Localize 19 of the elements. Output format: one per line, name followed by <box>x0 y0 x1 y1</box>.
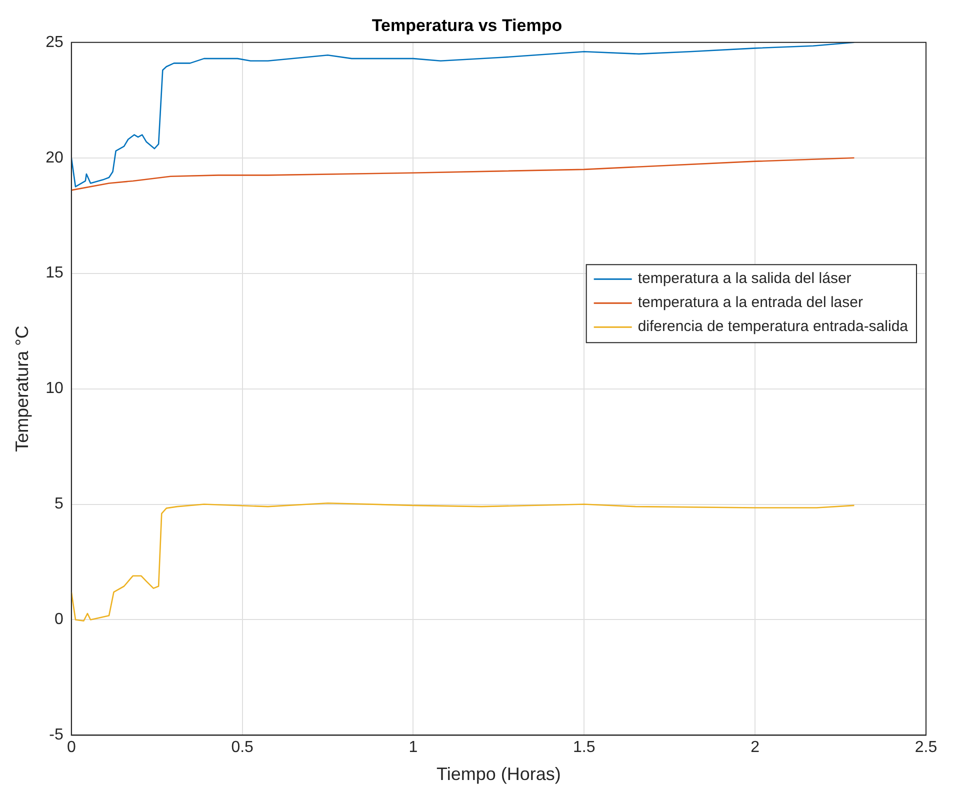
x-axis-title: Tiempo (Horas) <box>436 764 561 784</box>
legend-label: temperatura a la entrada del laser <box>638 294 863 312</box>
x-tick-label: 1.5 <box>573 739 596 756</box>
y-tick-label: -5 <box>49 726 64 744</box>
x-tick-label: 2.5 <box>914 739 938 756</box>
y-tick-label: 15 <box>46 264 64 282</box>
x-tick-label: 1 <box>408 739 418 756</box>
chart-title: Temperatura vs Tiempo <box>372 16 562 35</box>
y-tick-label: 0 <box>54 611 64 628</box>
x-tick-label: 0 <box>66 739 76 756</box>
y-tick-label: 10 <box>46 380 64 398</box>
x-tick-label: 2 <box>750 739 760 756</box>
x-tick-label: 0.5 <box>231 739 254 756</box>
y-tick-label: 25 <box>46 34 64 51</box>
y-tick-label: 20 <box>46 149 64 166</box>
legend-label: temperatura a la salida del láser <box>638 270 852 288</box>
y-tick-label: 5 <box>54 496 64 513</box>
legend-label: diferencia de temperatura entrada-salida <box>638 318 909 336</box>
y-axis-title: Temperatura °C <box>12 326 32 452</box>
